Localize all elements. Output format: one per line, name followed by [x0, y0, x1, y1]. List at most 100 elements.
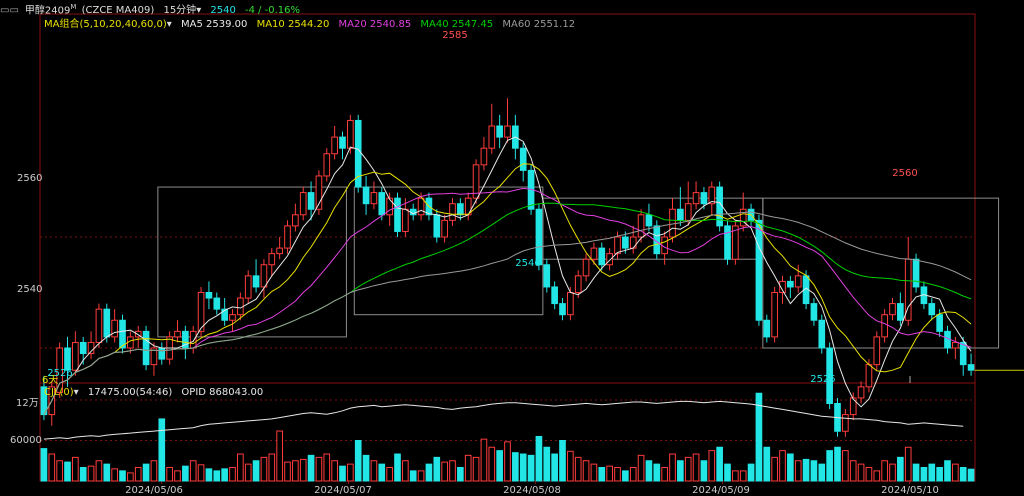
volume-bar-up	[857, 463, 865, 482]
candle-up	[574, 275, 582, 294]
window-icon[interactable]: ▭▭	[0, 5, 19, 17]
candle-up	[292, 214, 299, 227]
ma-legend: MA组合(5,10,20,40,60,0)▾ MA5 2539.00 MA10 …	[44, 15, 581, 30]
volume-bar-down	[959, 467, 967, 482]
volume-bar-down	[622, 470, 629, 482]
volume-bar-up	[72, 456, 79, 482]
volume-bar-up	[127, 472, 134, 482]
candle-down	[142, 330, 150, 366]
volume-tick-60k: 60000	[10, 435, 42, 446]
period-selector[interactable]: 15分钟▾	[163, 5, 201, 16]
cjl-label: CJL(0)	[44, 387, 74, 398]
volume-bar-down	[394, 453, 401, 482]
candle-up	[739, 208, 747, 227]
volume-bar-up	[244, 463, 252, 482]
volume-bar-up	[637, 454, 645, 482]
volume-bar-up	[260, 456, 268, 482]
candle-down	[810, 303, 818, 321]
volume-bar-down	[425, 463, 433, 482]
symbol-name[interactable]: 甲醇2409	[24, 5, 71, 17]
candle-down	[755, 219, 763, 321]
volume-bar-up	[197, 464, 205, 482]
volume-bar-up	[464, 454, 472, 482]
cjl-selector[interactable]: CJL(0)▾	[44, 387, 79, 398]
ma20-line	[43, 187, 972, 415]
volume-bar-up	[229, 467, 236, 482]
main-contract-mark: M	[70, 3, 77, 11]
volume-bars[interactable]	[40, 392, 975, 482]
volume-bar-down	[158, 418, 166, 482]
volume-bar-up	[692, 453, 700, 482]
candle-down	[598, 247, 606, 266]
volume-bar-up	[669, 453, 676, 482]
volume-bar-down	[897, 456, 904, 482]
candle-up	[567, 292, 574, 316]
ma5-line	[43, 136, 972, 415]
candle-down	[362, 186, 370, 205]
candle-down	[221, 308, 228, 321]
chevron-down-icon: ▾	[73, 387, 79, 398]
volume-bar-down	[834, 446, 841, 482]
candle-down	[213, 297, 221, 310]
price-tick-2560: 2560	[17, 173, 43, 184]
volume-bar-up	[661, 467, 668, 482]
volume-bar-down	[79, 467, 87, 482]
date-label-0508: 2024/05/08	[503, 485, 561, 496]
candle-up	[732, 225, 739, 260]
volume-bar-down	[535, 435, 543, 482]
candle-down	[496, 125, 503, 138]
candle-down	[64, 347, 71, 371]
volume-bar-up	[739, 470, 747, 482]
ma-group-selector[interactable]: MA组合(5,10,20,40,60,0)▾	[44, 19, 172, 30]
volume-bar-up	[111, 468, 118, 482]
candle-up	[480, 147, 488, 166]
date-label-0506: 2024/05/06	[125, 485, 183, 496]
candle-down	[787, 280, 794, 288]
candle-up	[276, 247, 283, 255]
candle-up	[472, 164, 480, 199]
volume-bar-down	[551, 453, 558, 482]
candle-up	[692, 192, 700, 205]
price-change: -4	[245, 5, 256, 17]
candle-up	[590, 247, 598, 260]
ma5-value: MA5 2539.00	[181, 19, 248, 30]
ma-lines	[43, 136, 972, 415]
opid-line	[43, 400, 964, 440]
volume-bar-up	[504, 441, 511, 482]
volume-bar-up	[606, 465, 613, 482]
volume-bar-up	[134, 467, 142, 482]
volume-bar-up	[952, 463, 959, 482]
volume-bar-up	[849, 460, 857, 482]
volume-bar-down	[519, 453, 527, 482]
volume-bar-up	[567, 450, 574, 482]
volume-bar-down	[354, 440, 362, 482]
ma60-value: MA60 2551.12	[502, 19, 576, 30]
volume-bar-up	[708, 450, 716, 482]
candle-up	[873, 336, 881, 366]
volume-bar-down	[677, 460, 684, 482]
volume-bar-down	[252, 460, 260, 482]
candle-down	[433, 214, 441, 238]
volume-bar-down	[912, 463, 920, 482]
date-label-0510: 2024/05/10	[881, 485, 939, 496]
volume-bar-up	[629, 467, 637, 482]
volume-bar-down	[653, 463, 661, 482]
candles[interactable]	[40, 98, 975, 437]
candle-up	[323, 153, 331, 177]
period-label: 15分钟	[163, 5, 197, 17]
candle-up	[150, 347, 158, 366]
candle-down	[677, 208, 684, 221]
candle-up	[268, 253, 276, 266]
volume-bar-up	[402, 460, 409, 482]
volume-bar-up	[732, 470, 739, 482]
candle-up	[95, 308, 103, 343]
candle-up	[669, 208, 676, 238]
volume-bar-up	[315, 456, 323, 482]
cjl-value: 17475.00(54:46)	[87, 387, 173, 398]
chevron-down-icon: ▾	[196, 5, 202, 17]
candle-down	[354, 119, 362, 188]
candle-up	[865, 364, 873, 388]
low-label-2546: 2546	[515, 258, 541, 269]
candle-down	[519, 147, 527, 171]
